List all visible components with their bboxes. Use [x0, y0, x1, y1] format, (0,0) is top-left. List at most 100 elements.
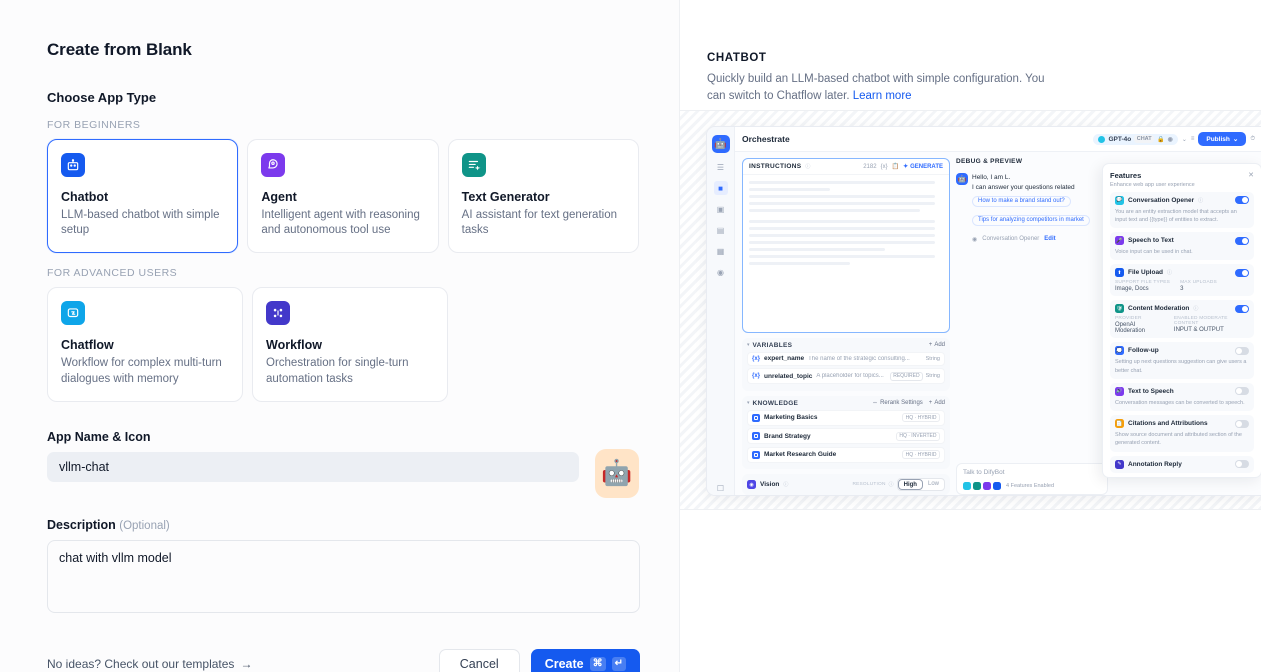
app-type-desc: AI assistant for text generation tasks [461, 209, 617, 237]
feature-dot-upload [993, 482, 1001, 490]
feature-desc: Setting up next questions suggestion can… [1115, 359, 1247, 374]
dataset-icon [752, 432, 760, 440]
feature-kv: PROVIDER OpenAI Moderation [1115, 316, 1164, 334]
edit-opener-button: Edit [1044, 236, 1056, 242]
preview-topbar-actions: GPT-4o CHAT 🔒 ◉ ⌄ ≡ Publish ⌄ ⏱ [1093, 132, 1255, 146]
knowledge-badge: HQ · HYBRID [902, 450, 940, 459]
chat-message-line: I can answer your questions related [972, 183, 1075, 191]
instructions-panel: INSTRUCTIONS ⓘ 2182 {x} 📋 ✦ GENERATE [742, 158, 950, 333]
preview-topbar: Orchestrate GPT-4o CHAT 🔒 ◉ ⌄ ≡ [735, 127, 1261, 152]
app-type-desc: Orchestration for single-turn automation… [266, 357, 409, 385]
app-type-card-text-generator[interactable]: Text Generator AI assistant for text gen… [447, 139, 639, 254]
app-type-card-chatflow[interactable]: Chatflow Workflow for complex multi-turn… [47, 287, 243, 402]
add-knowledge-button: + Add [929, 400, 945, 406]
knowledge-name: Market Research Guide [764, 451, 837, 458]
feature-row: 📄 Citations and Attributions [1115, 419, 1249, 428]
app-type-desc: LLM-based chatbot with simple setup [61, 209, 220, 237]
info-icon: ⓘ [888, 482, 894, 488]
templates-link-label: No ideas? Check out our templates [47, 657, 235, 672]
feature-name: Text to Speech [1128, 387, 1174, 395]
variable-type-icon: {x} [752, 373, 761, 379]
rail-icon-orchestrate: ■ [713, 181, 728, 195]
generate-label: GENERATE [910, 163, 943, 170]
learn-more-link[interactable]: Learn more [852, 89, 912, 102]
knowledge-meta: HQ · HYBRID [902, 450, 940, 459]
app-type-card-chatbot[interactable]: Chatbot LLM-based chatbot with simple se… [47, 139, 239, 254]
app-name-input[interactable] [47, 451, 579, 482]
feature-item-content-moderation: 🛡 Content Moderation ⓘ PROVIDER OpenAI M… [1110, 300, 1254, 339]
features-title: Features [1110, 171, 1142, 180]
feature-row: 🔊 Text to Speech [1115, 386, 1249, 396]
feature-toggle [1235, 304, 1249, 313]
app-logo-icon: 🤖 [711, 135, 730, 153]
create-button[interactable]: Create ⌘ ↵ [530, 648, 640, 672]
variables-actions: + Add [929, 342, 945, 348]
robot-emoji-icon: 🤖 [601, 458, 633, 487]
feature-toggle [1235, 346, 1249, 355]
feature-name: File Upload [1128, 269, 1164, 277]
feature-dot-opener [963, 482, 971, 490]
feature-toggle [1235, 460, 1249, 468]
variable-name: unrelated_topic [764, 372, 813, 380]
app-type-name: Text Generator [461, 190, 550, 204]
rerank-settings-button: ⇔ Rerank Settings [872, 400, 923, 406]
feature-item-file-upload: ⬆ File Upload ⓘ SUPPORT FILE TYPES Image… [1110, 264, 1254, 297]
feature-toggle [1235, 236, 1249, 245]
knowledge-actions: ⇔ Rerank Settings + Add [872, 400, 945, 406]
feature-row: 🎤 Speech to Text [1115, 236, 1249, 245]
text-to-speech-icon: 🔊 [1115, 386, 1124, 396]
variable-desc: The name of the strategic consulting... [808, 355, 910, 362]
app-name-section: App Name & Icon 🤖 [47, 430, 639, 498]
feature-name: Annotation Reply [1128, 460, 1182, 468]
feature-item-follow-up: 💭 Follow-up Setting up next questions su… [1110, 342, 1254, 379]
variable-insert-icon: {x} [880, 163, 888, 170]
knowledge-meta: HQ · INVERTED [895, 431, 940, 441]
model-provider-icon [1098, 135, 1106, 143]
preview-panel: CHATBOT Quickly build an LLM-based chatb… [679, 0, 1261, 672]
vision-controls: RESOLUTION ⓘ High Low [852, 478, 945, 491]
cancel-button[interactable]: Cancel [438, 648, 520, 672]
knowledge-row: Market Research Guide HQ · HYBRID [747, 446, 945, 463]
variable-meta: String [926, 356, 940, 362]
preview-header: CHATBOT Quickly build an LLM-based chatb… [680, 0, 1261, 104]
feature-kv-row: SUPPORT FILE TYPES Image, Docs MAX UPLOA… [1115, 280, 1249, 292]
app-icon-picker-button[interactable]: 🤖 [595, 448, 639, 498]
variable-meta: REQUIRED String [890, 371, 940, 381]
follow-up-icon: 💭 [1115, 346, 1124, 356]
knowledge-header: ▾ KNOWLEDGE ⇔ Rerank Settings + [747, 400, 945, 407]
feature-name: Speech to Text [1128, 237, 1174, 244]
knowledge-title: KNOWLEDGE [752, 399, 799, 407]
chat-message-body: Hello, I am L. I can answer your questio… [972, 173, 1108, 243]
instructions-actions: 2182 {x} 📋 ✦ GENERATE [863, 163, 943, 171]
description-textarea[interactable] [47, 539, 640, 613]
variable-type: String [925, 373, 940, 379]
kv-value: 3 [1180, 286, 1184, 293]
resolution-toggle: High Low [896, 478, 945, 491]
add-label: Add [934, 342, 945, 348]
debug-preview-title: DEBUG & PREVIEW [956, 158, 1023, 165]
feature-row: ⬆ File Upload ⓘ [1115, 268, 1249, 278]
file-upload-icon: ⬆ [1115, 268, 1124, 278]
feature-desc: Voice input can be used in chat. [1115, 249, 1193, 255]
app-type-name: Chatbot [61, 190, 109, 204]
lock-icon: 🔒 [1157, 136, 1165, 143]
rail-icon-settings: ◉ [717, 267, 724, 277]
copy-icon: 📋 [891, 164, 900, 170]
feature-row: ✎ Annotation Reply [1115, 459, 1249, 469]
suggestion-chip: How to make a brand stand out? [972, 195, 1071, 207]
workflow-icon [266, 301, 290, 326]
feature-dot-moderation [973, 482, 981, 490]
app-type-card-workflow[interactable]: Workflow Orchestration for single-turn a… [252, 287, 448, 402]
templates-link[interactable]: No ideas? Check out our templates → [47, 657, 252, 671]
variable-desc: A placeholder for topics... [816, 373, 884, 379]
feature-toggle [1235, 196, 1249, 204]
knowledge-name: Marketing Basics [764, 414, 818, 421]
preview-image-area: 🤖 ☰ ■ ▣ ▤ ▦ ◉ ☐ Orchestrate [680, 110, 1261, 510]
chat-message-line: Hello, I am L. [972, 174, 1011, 181]
knowledge-row: Marketing Basics HQ · HYBRID [747, 409, 945, 426]
feature-name: Follow-up [1128, 347, 1159, 355]
app-type-card-agent[interactable]: Agent Intelligent agent with reasoning a… [247, 139, 439, 254]
preview-sidebar-rail: 🤖 ☰ ■ ▣ ▤ ▦ ◉ ☐ [707, 127, 735, 495]
feature-row: 💬 Conversation Opener ⓘ [1115, 195, 1249, 205]
feature-name: Citations and Attributions [1128, 420, 1208, 427]
